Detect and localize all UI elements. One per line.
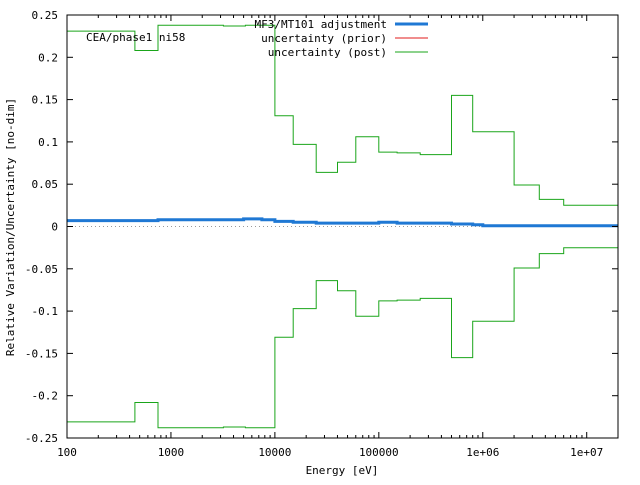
series-post-uncertainty-upper xyxy=(67,24,618,206)
y-tick-label: 0.25 xyxy=(32,9,59,22)
y-tick-label: 0.15 xyxy=(32,94,59,107)
x-tick-label: 1e+06 xyxy=(466,446,499,459)
x-tick-label: 100 xyxy=(57,446,77,459)
y-tick-label: -0.05 xyxy=(25,263,58,276)
y-tick-label: -0.25 xyxy=(25,432,58,445)
legend-entry-prior-label: uncertainty (prior) xyxy=(261,32,387,45)
series-adjustment-line xyxy=(67,217,618,228)
x-tick-label: 10000 xyxy=(258,446,291,459)
x-tick-label: 1000 xyxy=(158,446,185,459)
series-post-uncertainty-lower xyxy=(67,247,618,429)
x-tick-label: 100000 xyxy=(359,446,399,459)
y-tick-label: -0.2 xyxy=(32,390,59,403)
y-tick-label: -0.15 xyxy=(25,347,58,360)
y-tick-label: 0.1 xyxy=(38,136,58,149)
y-tick-label: 0.05 xyxy=(32,178,59,191)
x-axis-label: Energy [eV] xyxy=(306,464,379,477)
x-tick-label: 1e+07 xyxy=(570,446,603,459)
legend-entry-post-label: uncertainty (post) xyxy=(268,46,387,59)
chart-annotation: CEA/phase1 ni58 xyxy=(86,31,185,44)
y-tick-label: 0.2 xyxy=(38,51,58,64)
y-tick-label: 0 xyxy=(51,221,58,234)
y-tick-label: -0.1 xyxy=(32,305,59,318)
y-axis-label: Relative Variation/Uncertainty [no-dim] xyxy=(4,98,17,356)
legend-entry-adjustment-label: MF3/MT101 adjustment xyxy=(255,18,387,31)
